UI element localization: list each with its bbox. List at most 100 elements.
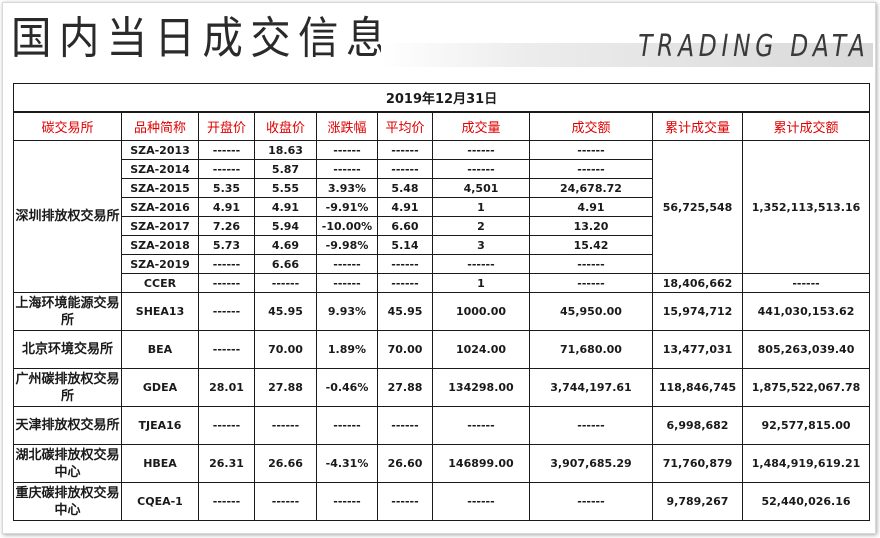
cell-close: 5.94 [254, 216, 317, 236]
cell-name: HBEA [121, 444, 199, 483]
cell-name: BEA [121, 330, 199, 369]
cell-name: SZA-2017 [121, 216, 199, 236]
cell-amt: 45,950.00 [529, 292, 653, 331]
cell-cum-vol: 18,406,662 [652, 273, 743, 293]
page-header: 国内当日成交信息 TRADING DATA [3, 3, 875, 81]
cell-cum-vol: 56,725,548 [652, 140, 743, 274]
cell-change: ------ [316, 140, 378, 160]
cell-change: 3.93% [316, 178, 378, 198]
cell-close: 4.91 [254, 197, 317, 217]
cell-name: SZA-2015 [121, 178, 199, 198]
cell-name: CQEA-1 [121, 482, 199, 521]
cell-close: 45.95 [254, 292, 317, 331]
exchange-name: 北京环境交易所 [13, 330, 122, 369]
cell-change: ------ [316, 254, 378, 274]
cell-cum-vol: 118,846,745 [652, 368, 743, 407]
cell-amt: ------ [529, 140, 653, 160]
table-row: 广州碳排放权交易所 GDEA 28.01 27.88 -0.46% 27.88 134298… [13, 368, 871, 407]
cell-cum-amt: 1,484,919,619.21 [741, 444, 871, 483]
cell-open: 7.26 [198, 216, 255, 236]
cell-vol: 3 [432, 235, 530, 255]
cell-name: SZA-2016 [121, 197, 199, 217]
cell-change: 9.93% [316, 292, 378, 331]
table-row: 天津排放权交易所 TJEA16 ------ ------ ------ ------ --… [13, 406, 871, 445]
cell-cum-vol: 9,789,267 [652, 482, 743, 521]
table-row: 重庆碳排放权交易中心 CQEA-1 ------ ------ ------ ------… [13, 482, 871, 521]
cell-cum-vol: 6,998,682 [652, 406, 743, 445]
cell-avg: 45.95 [377, 292, 433, 331]
cell-avg: ------ [377, 273, 433, 293]
col-header: 平均价 [377, 111, 433, 141]
col-header: 涨跌幅 [316, 111, 378, 141]
cell-open: ------ [198, 406, 255, 445]
cell-change: -0.46% [316, 368, 378, 407]
cell-open: 28.01 [198, 368, 255, 407]
cell-change: -4.31% [316, 444, 378, 483]
cell-vol: ------ [432, 254, 530, 274]
cell-open: ------ [198, 140, 255, 160]
exchange-name: 上海环境能源交易所 [13, 292, 122, 331]
cell-avg: 26.60 [377, 444, 433, 483]
cell-vol: ------ [432, 159, 530, 179]
cell-cum-amt: 1,875,522,067.78 [741, 368, 871, 407]
cell-open: ------ [198, 330, 255, 369]
cell-vol: ------ [432, 482, 530, 521]
exchange-name: 深圳排放权交易所 [13, 140, 122, 293]
col-header: 累计成交额 [741, 111, 871, 141]
cell-open: ------ [198, 254, 255, 274]
cell-vol: 1024.00 [432, 330, 530, 369]
cell-change: ------ [316, 482, 378, 521]
cell-avg: ------ [377, 254, 433, 274]
cell-amt: 24,678.72 [529, 178, 653, 198]
trade-date: 2019年12月31日 [12, 83, 871, 113]
cell-name: SZA-2014 [121, 159, 199, 179]
cell-vol: 134298.00 [432, 368, 530, 407]
table-row: SZA-2016 4.91 4.91 -9.91% 4.91 1 4.91 [14, 197, 870, 217]
cell-cum-vol: 71,760,879 [652, 444, 743, 483]
cell-name: TJEA16 [121, 406, 199, 445]
page-title: 国内当日成交信息 [11, 13, 394, 64]
cell-close: 4.69 [254, 235, 317, 255]
table-row: 北京环境交易所 BEA ------ 70.00 1.89% 70.00 1024.00 71… [13, 330, 871, 369]
col-header: 开盘价 [198, 111, 255, 141]
exchange-name: 重庆碳排放权交易中心 [13, 482, 122, 521]
cell-name: SZA-2018 [121, 235, 199, 255]
cell-close: 18.63 [254, 140, 317, 160]
cell-vol: 2 [432, 216, 530, 236]
cell-amt: ------ [529, 159, 653, 179]
cell-avg: 6.60 [377, 216, 433, 236]
cell-amt: 3,744,197.61 [529, 368, 653, 407]
col-header: 品种简称 [121, 111, 199, 141]
table-row: 上海环境能源交易所 SHEA13 ------ 45.95 9.93% 45.95 1000… [13, 292, 871, 331]
cell-name: SZA-2019 [121, 254, 199, 274]
exchange-name: 广州碳排放权交易所 [13, 368, 122, 407]
cell-amt: ------ [529, 406, 653, 445]
cell-open: ------ [198, 159, 255, 179]
cell-avg: 5.14 [377, 235, 433, 255]
cell-cum-amt: 52,440,026.16 [741, 482, 871, 521]
cell-cum-amt: 441,030,153.62 [741, 292, 871, 331]
cell-name: CCER [121, 273, 199, 293]
cell-vol: ------ [432, 406, 530, 445]
cell-vol: 146899.00 [432, 444, 530, 483]
cell-name: SZA-2013 [121, 140, 199, 160]
cell-cum-amt: ------ [741, 273, 871, 293]
cell-vol: ------ [432, 140, 530, 160]
cell-close: ------ [254, 406, 317, 445]
cell-open: ------ [198, 482, 255, 521]
cell-open: 5.73 [198, 235, 255, 255]
cell-close: ------ [254, 273, 317, 293]
cell-avg: 27.88 [377, 368, 433, 407]
cell-avg: 4.91 [377, 197, 433, 217]
cell-amt: 13.20 [529, 216, 653, 236]
cell-amt: ------ [529, 273, 653, 293]
title-decor-bar [381, 43, 873, 67]
col-header: 累计成交量 [652, 111, 743, 141]
date-row: 2019年12月31日 [12, 83, 871, 113]
cell-amt: ------ [529, 482, 653, 521]
cell-change: ------ [316, 159, 378, 179]
cell-avg: 70.00 [377, 330, 433, 369]
cell-change: -10.00% [316, 216, 378, 236]
cell-amt: 71,680.00 [529, 330, 653, 369]
